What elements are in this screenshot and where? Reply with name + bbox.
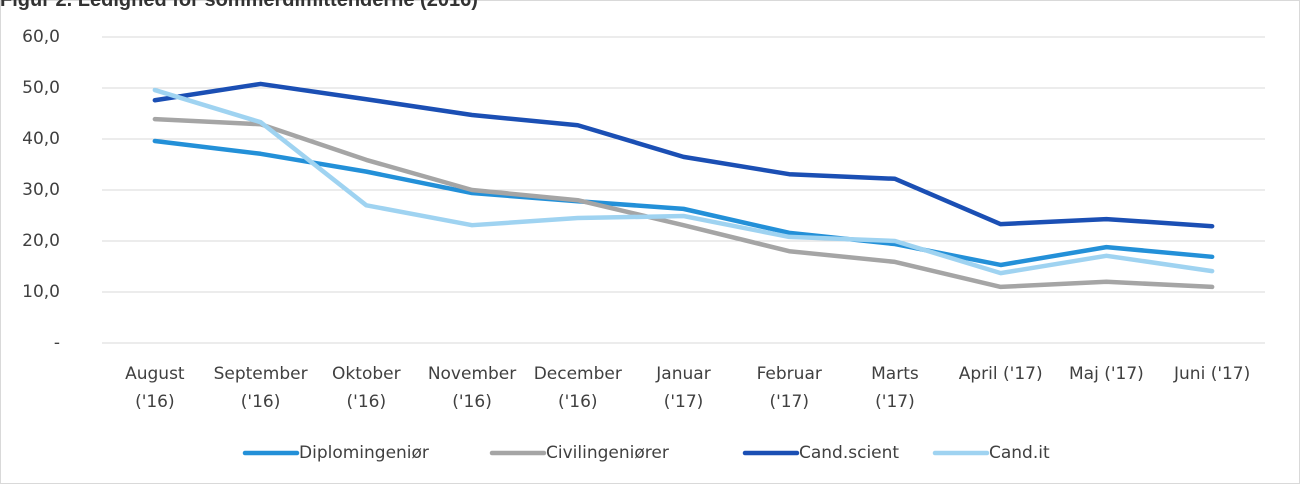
x-tick-label-line: Januar — [655, 364, 710, 384]
x-tick-label: Juni ('17) — [1173, 364, 1250, 384]
y-tick-label: 40,0 — [22, 129, 60, 149]
x-tick-label-line: ('16) — [452, 392, 492, 412]
legend-label: Cand.scient — [799, 443, 899, 463]
x-tick-label-line: August — [125, 364, 185, 384]
x-tick-label: Maj ('17) — [1069, 364, 1144, 384]
y-tick-label: 50,0 — [22, 78, 60, 98]
y-tick-label: 10,0 — [22, 282, 60, 302]
x-tick-label-line: September — [214, 364, 308, 384]
x-tick-label-line: Marts — [871, 364, 919, 384]
series-line — [152, 81, 1215, 229]
x-tick-label: August ('16) — [125, 364, 185, 412]
x-tick-label-line: Juni ('17) — [1173, 364, 1250, 384]
x-tick-label-line: ('17) — [875, 392, 915, 412]
x-tick-label: Januar ('17) — [655, 364, 710, 412]
x-tick-label-line: Oktober — [332, 364, 401, 384]
x-tick-label: Marts ('17) — [871, 364, 919, 412]
x-tick-label-line: November — [428, 364, 516, 384]
series-line — [152, 138, 1215, 268]
x-tick-label-line: Maj ('17) — [1069, 364, 1144, 384]
y-tick-label: 60,0 — [22, 27, 60, 47]
series-line — [152, 116, 1215, 290]
x-tick-label-line: ('16) — [347, 392, 387, 412]
legend-label: Diplomingeniør — [299, 443, 429, 463]
x-tick-label: April ('17) — [959, 364, 1043, 384]
legend-label: Cand.it — [989, 443, 1050, 463]
y-tick-label: 20,0 — [22, 231, 60, 251]
x-tick-label-line: ('17) — [769, 392, 809, 412]
x-tick-label-line: ('16) — [241, 392, 281, 412]
x-tick-label: December ('16) — [534, 364, 622, 412]
chart-title: Figur 2. Ledighed for sommerdimittendern… — [0, 0, 478, 11]
y-tick-label: - — [54, 333, 60, 353]
x-tick-label: September ('16) — [214, 364, 308, 412]
x-tick-label-line: April ('17) — [959, 364, 1043, 384]
series-line — [152, 87, 1215, 276]
x-tick-label-line: ('17) — [664, 392, 704, 412]
x-tick-label-line: December — [534, 364, 622, 384]
x-tick-label: Oktober ('16) — [332, 364, 401, 412]
x-tick-label: Februar ('17) — [757, 364, 822, 412]
x-tick-label: November ('16) — [428, 364, 516, 412]
x-tick-label-line: Februar — [757, 364, 822, 384]
x-tick-label-line: ('16) — [135, 392, 175, 412]
y-tick-label: 30,0 — [22, 180, 60, 200]
x-tick-label-line: ('16) — [558, 392, 598, 412]
legend-label: Civilingeniører — [546, 443, 669, 463]
